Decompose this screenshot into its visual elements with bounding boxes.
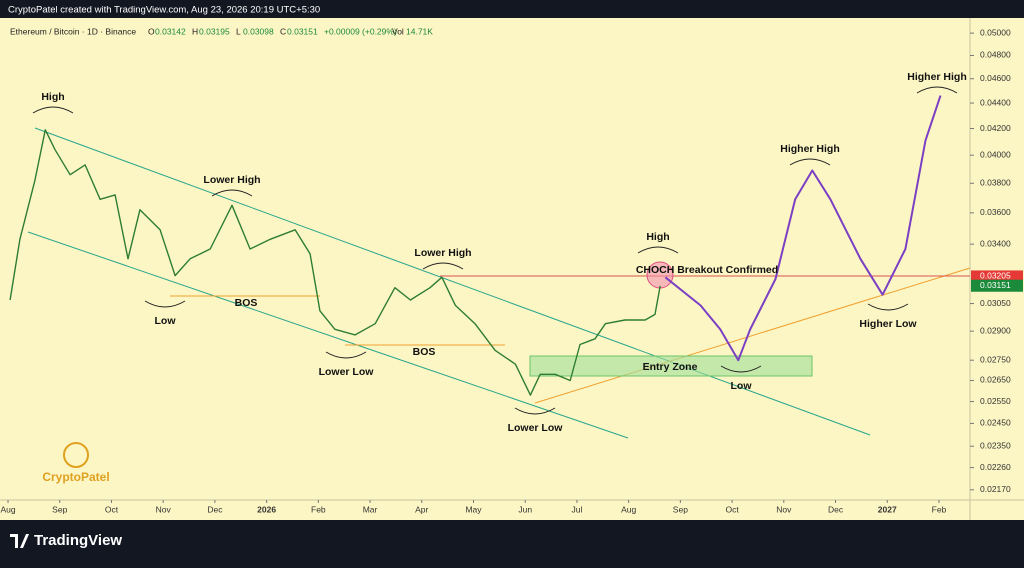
annotation: Lower High [414, 247, 471, 259]
annotation: Lower Low [508, 422, 564, 434]
annotation: Lower High [203, 174, 260, 186]
x-tick-label: Feb [932, 504, 947, 514]
channel-lower [27, 231, 629, 439]
price-label-box [971, 279, 1023, 292]
x-tick-label: 2027 [878, 504, 897, 514]
y-tick-label: 0.04400 [980, 97, 1011, 107]
x-tick-label: Aug [621, 504, 636, 514]
annotation: Low [155, 315, 177, 327]
x-tick-label: Aug [0, 504, 15, 514]
y-tick-label: 0.02350 [980, 440, 1011, 450]
x-tick-label: Feb [311, 504, 326, 514]
annotation-arrow [720, 365, 762, 373]
legend-text: Ethereum / Bitcoin · 1D · Binance [10, 26, 136, 36]
price-line [664, 95, 942, 362]
annotation: Low [731, 380, 753, 392]
annotation: CHOCH Breakout Confirmed [636, 264, 778, 276]
annotation-arrow [514, 407, 556, 415]
y-tick-label: 0.03800 [980, 178, 1011, 188]
annotation-arrow [637, 246, 679, 254]
x-tick-label: 2026 [257, 504, 276, 514]
y-tick-label: 0.02550 [980, 396, 1011, 406]
annotation: Entry Zone [643, 361, 698, 373]
x-tick-label: Jun [518, 504, 532, 514]
annotation: Higher Low [859, 318, 917, 330]
x-tick-label: Jul [571, 504, 582, 514]
legend-text: 0.03142 [155, 26, 186, 36]
y-tick-label: 0.03050 [980, 298, 1011, 308]
annotation-arrow [916, 86, 958, 94]
annotation: Higher High [780, 143, 840, 155]
trend-line [534, 267, 971, 404]
footer-brand: TradingView [34, 532, 122, 549]
y-tick-label: 0.03600 [980, 207, 1011, 217]
annotation: Lower Low [319, 366, 375, 378]
x-tick-label: Nov [776, 504, 792, 514]
annotation-arrow [211, 189, 253, 197]
annotation-arrow [144, 300, 186, 308]
legend-text: Vol [392, 26, 404, 36]
y-tick-label: 0.04200 [980, 123, 1011, 133]
x-tick-label: May [465, 504, 482, 514]
legend-text: 14.71K [406, 26, 433, 36]
price-line [9, 129, 661, 396]
header: CryptoPatel created with TradingView.com… [8, 5, 320, 16]
footer-logo [10, 534, 29, 548]
legend-text: 0.03098 [243, 26, 274, 36]
y-tick-label: 0.02170 [980, 484, 1011, 494]
legend-text: +0.00009 (+0.29%) [324, 26, 397, 36]
x-tick-label: Oct [105, 504, 119, 514]
annotation: Higher High [907, 71, 967, 83]
annotation-arrow [32, 106, 74, 114]
y-tick-label: 0.05000 [980, 27, 1011, 37]
y-tick-label: 0.04800 [980, 50, 1011, 60]
x-tick-label: Dec [828, 504, 844, 514]
legend-text: L [236, 26, 241, 36]
annotation-arrow [867, 303, 909, 311]
price-label-box [971, 270, 1023, 283]
x-tick-label: Nov [156, 504, 172, 514]
entry-zone [529, 355, 813, 377]
x-tick-label: Dec [207, 504, 223, 514]
legend-text: 0.03151 [287, 26, 318, 36]
y-tick-label: 0.02450 [980, 418, 1011, 428]
logo-text: CryptoPatel [42, 470, 109, 484]
logo: CryptoPatel [42, 442, 110, 484]
x-tick-label: Oct [725, 504, 739, 514]
legend-text: O [148, 26, 155, 36]
x-tick-label: Sep [52, 504, 67, 514]
y-tick-label: 0.02900 [980, 325, 1011, 335]
y-tick-label: 0.03400 [980, 238, 1011, 248]
y-tick-label: 0.02650 [980, 375, 1011, 385]
legend-text: 0.03195 [199, 26, 230, 36]
legend: Ethereum / Bitcoin · 1D · Binance O 0.0314… [10, 26, 433, 36]
legend-text: C [280, 26, 286, 36]
legend-text: H [192, 26, 198, 36]
x-tick-label: Sep [673, 504, 688, 514]
annotation-arrow [422, 262, 464, 270]
logo-icon [63, 442, 89, 468]
plot-background [0, 18, 1024, 520]
y-tick-label: 0.02260 [980, 462, 1011, 472]
annotation: BOS [235, 297, 258, 309]
price-label: 0.03205 [980, 271, 1011, 281]
y-tick-label: 0.02750 [980, 354, 1011, 364]
annotation-arrow [325, 351, 367, 359]
channel-upper [34, 127, 871, 436]
x-tick-label: Mar [363, 504, 378, 514]
annotation: High [646, 231, 669, 243]
y-tick-label: 0.04600 [980, 73, 1011, 83]
y-tick-label: 0.04000 [980, 149, 1011, 159]
annotation: High [41, 91, 64, 103]
price-label: 0.03151 [980, 280, 1011, 290]
x-tick-label: Apr [415, 504, 428, 514]
annotation-arrow [789, 158, 831, 166]
annotation: BOS [413, 346, 436, 358]
